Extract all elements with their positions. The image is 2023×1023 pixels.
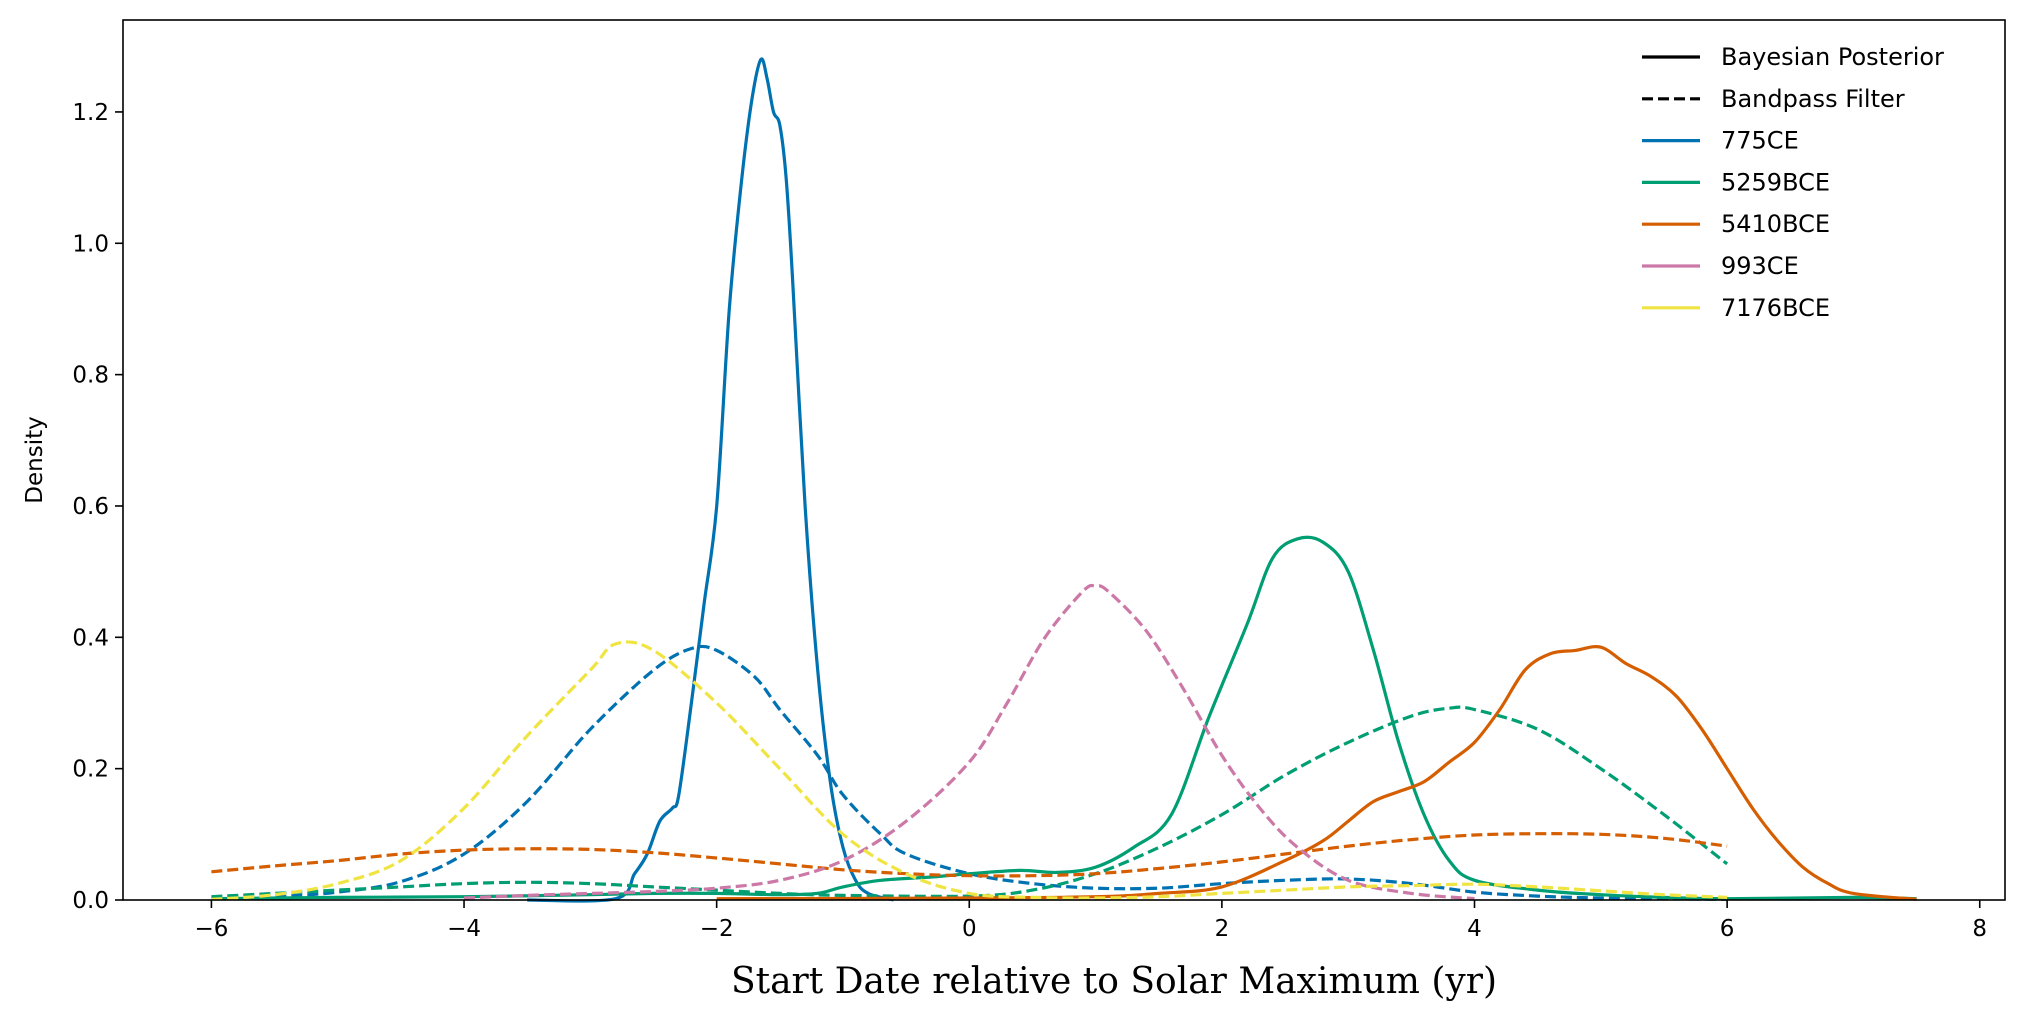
legend-label: 5410BCE [1721, 210, 1830, 238]
legend-label: 775CE [1721, 127, 1799, 155]
y-tick-label: 0.6 [72, 494, 109, 520]
x-axis-title: Start Date relative to Solar Maximum (yr… [731, 961, 1497, 1002]
x-tick-label: 8 [1972, 916, 1987, 942]
series-7176bce-bandpass [211, 640, 1728, 901]
y-tick-label: 1.2 [72, 100, 109, 126]
plot-frame [122, 19, 2006, 901]
ticks-layer: −6 −4 −2 0 2 4 6 8 0.0 0.2 0.4 0.6 0.8 1.0 1.2 [72, 100, 1987, 942]
x-tick-label: 0 [962, 916, 977, 942]
x-tick-label: 4 [1467, 916, 1482, 942]
y-tick-label: 0.8 [72, 363, 109, 389]
series-775ce-bandpass [211, 644, 1728, 901]
y-tick-label: 1.0 [72, 231, 109, 257]
y-tick-label: 0.4 [72, 625, 109, 651]
x-tick-label: −4 [447, 916, 481, 942]
legend: Bayesian Posterior Bandpass Filter 775CE 52… [1642, 43, 1944, 322]
x-tick-label: 2 [1215, 916, 1230, 942]
y-tick-label: 0.2 [72, 757, 109, 783]
series-993ce-bandpass [463, 583, 1475, 901]
legend-label: Bayesian Posterior [1721, 43, 1944, 71]
legend-label: Bandpass Filter [1721, 85, 1905, 113]
legend-label: 5259BCE [1721, 168, 1830, 196]
x-tick-label: −6 [194, 916, 228, 942]
y-axis-title: Density [22, 416, 48, 503]
series-layer [211, 57, 1917, 903]
x-tick-label: −2 [700, 916, 734, 942]
legend-label: 993CE [1721, 252, 1799, 280]
x-tick-label: 6 [1720, 916, 1735, 942]
series-5410bce-bandpass [211, 832, 1728, 878]
series-775ce-posterior [527, 57, 894, 903]
series-5259bce-bandpass [211, 705, 1729, 899]
series-5410bce-posterior [716, 645, 1917, 901]
legend-label: 7176BCE [1721, 294, 1830, 322]
series-5259bce-posterior [211, 535, 1917, 901]
y-tick-label: 0.0 [72, 888, 109, 914]
